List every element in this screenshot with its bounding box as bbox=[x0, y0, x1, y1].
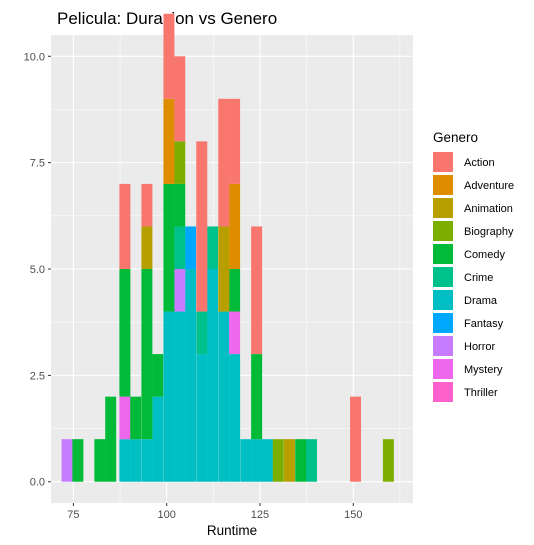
bar-action bbox=[174, 56, 186, 142]
bar-drama bbox=[207, 269, 219, 482]
x-axis-title: Runtime bbox=[207, 523, 257, 538]
bar-drama bbox=[152, 396, 164, 482]
bar-comedy bbox=[163, 183, 175, 312]
legend: Genero Action Adventure Animation Biography… bbox=[433, 130, 514, 402]
bar-adventure bbox=[229, 183, 241, 269]
bar-mystery bbox=[119, 396, 131, 440]
bar-action bbox=[141, 183, 153, 227]
bar-crime bbox=[306, 439, 317, 482]
legend-label-animation: Animation bbox=[464, 203, 513, 215]
bar-drama bbox=[196, 354, 208, 482]
legend-key-crime bbox=[433, 267, 453, 287]
y-tick-label: 2.5 bbox=[30, 370, 45, 382]
bar-drama bbox=[251, 439, 263, 482]
y-tick-label: 0.0 bbox=[30, 477, 45, 489]
bar-comedy bbox=[94, 439, 106, 482]
bar-mystery bbox=[229, 311, 241, 355]
bar-action bbox=[251, 226, 263, 355]
legend-key-mystery bbox=[433, 359, 453, 379]
bar-comedy bbox=[130, 396, 142, 440]
bar-adventure bbox=[163, 98, 175, 184]
legend-key-adventure bbox=[433, 175, 453, 195]
bar-drama bbox=[163, 311, 175, 482]
bar-fantasy bbox=[185, 226, 197, 269]
legend-key-fantasy bbox=[433, 313, 453, 333]
legend-label-drama: Drama bbox=[464, 295, 498, 307]
bar-crime bbox=[196, 311, 208, 355]
bar-action bbox=[218, 98, 230, 227]
bar-horror bbox=[61, 439, 73, 482]
x-tick-label: 100 bbox=[158, 509, 176, 521]
bar-drama bbox=[130, 439, 142, 482]
legend-label-fantasy: Fantasy bbox=[464, 318, 504, 330]
y-tick-label: 5.0 bbox=[30, 264, 45, 276]
y-tick-label: 7.5 bbox=[30, 158, 45, 170]
bar-animation bbox=[218, 226, 230, 312]
bar-comedy bbox=[141, 269, 153, 440]
legend-key-comedy bbox=[433, 244, 453, 264]
bar-animation bbox=[283, 439, 295, 482]
bar-drama bbox=[174, 311, 186, 482]
bar-drama bbox=[185, 269, 197, 482]
y-tick-label: 10.0 bbox=[24, 51, 45, 63]
bar-comedy bbox=[72, 439, 84, 482]
bar-action bbox=[119, 183, 131, 269]
legend-label-action: Action bbox=[464, 157, 495, 169]
x-tick-label: 150 bbox=[344, 509, 362, 521]
bar-comedy bbox=[251, 354, 263, 440]
bar-drama bbox=[240, 439, 252, 482]
legend-label-comedy: Comedy bbox=[464, 249, 505, 261]
x-tick-label: 125 bbox=[251, 509, 269, 521]
bar-action bbox=[229, 98, 241, 184]
bar-animation bbox=[141, 226, 153, 269]
bar-horror bbox=[174, 269, 186, 312]
bar-drama bbox=[261, 439, 273, 482]
legend-title: Genero bbox=[433, 130, 478, 145]
bar-action bbox=[163, 13, 175, 99]
bar-action bbox=[196, 141, 208, 312]
bar-drama bbox=[229, 354, 241, 482]
bar-biography bbox=[272, 439, 284, 482]
legend-label-biography: Biography bbox=[464, 226, 514, 238]
legend-label-adventure: Adventure bbox=[464, 180, 514, 192]
legend-label-mystery: Mystery bbox=[464, 364, 503, 376]
x-axis: 75 100 125 150 bbox=[67, 503, 362, 521]
bar-crime bbox=[207, 226, 219, 269]
bar-action bbox=[350, 396, 362, 482]
bar-drama bbox=[218, 311, 230, 482]
bar-comedy bbox=[229, 269, 241, 312]
x-tick-label: 75 bbox=[67, 509, 79, 521]
y-axis: 0.0 2.5 5.0 7.5 10.0 bbox=[24, 51, 51, 489]
bar-biography bbox=[174, 141, 186, 184]
legend-key-animation bbox=[433, 198, 453, 218]
legend-key-drama bbox=[433, 290, 453, 310]
legend-label-crime: Crime bbox=[464, 272, 493, 284]
bar-comedy bbox=[119, 269, 131, 397]
bar-drama bbox=[119, 439, 131, 482]
bar-comedy bbox=[295, 439, 307, 482]
legend-key-action bbox=[433, 152, 453, 172]
bar-biography bbox=[382, 439, 394, 482]
bar-crime bbox=[174, 226, 186, 269]
bars bbox=[61, 13, 394, 482]
bar-comedy bbox=[174, 183, 186, 227]
bar-comedy bbox=[105, 396, 117, 482]
legend-label-horror: Horror bbox=[464, 341, 496, 353]
legend-label-thriller: Thriller bbox=[464, 387, 498, 399]
legend-key-thriller bbox=[433, 382, 453, 402]
bar-drama bbox=[141, 439, 153, 482]
legend-key-biography bbox=[433, 221, 453, 241]
bar-comedy bbox=[152, 354, 164, 397]
legend-key-horror bbox=[433, 336, 453, 356]
